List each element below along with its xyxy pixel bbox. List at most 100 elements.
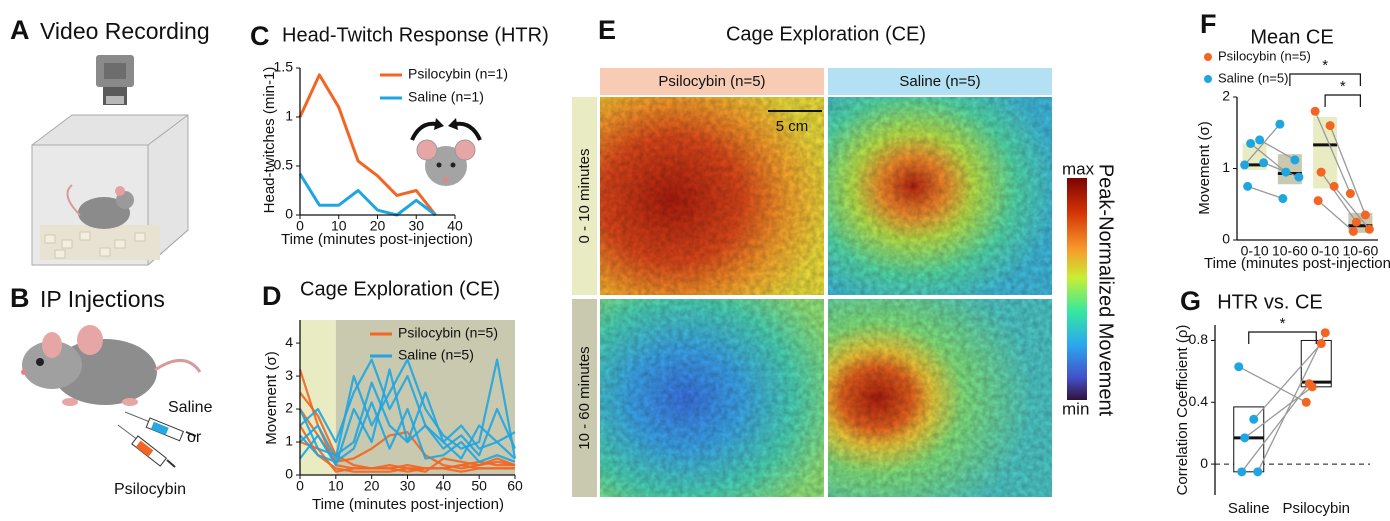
y-tick-label: 3 <box>285 367 293 383</box>
cage-illustration <box>32 115 188 265</box>
panel-letter: F <box>1200 9 1217 39</box>
data-point <box>1352 218 1361 227</box>
pair-line <box>1318 201 1353 232</box>
significance-bracket <box>1325 95 1360 107</box>
column-header: Saline (n=5) <box>899 73 980 90</box>
y-tick-label: 0.5 <box>274 157 294 173</box>
colorbar-label: Peak-Normalized Movement <box>1095 164 1117 417</box>
series-line <box>300 174 436 215</box>
injection-label: or <box>187 429 202 446</box>
chart-title: Cage Exploration (CE) <box>300 278 500 300</box>
data-point <box>1275 120 1284 129</box>
y-axis-label: Movement (σ) <box>263 351 280 444</box>
x-tick-label: Saline <box>1228 500 1270 516</box>
data-point <box>1253 467 1262 476</box>
y-tick-label: 4 <box>285 334 293 350</box>
x-tick-label: 10-60 <box>1342 243 1378 259</box>
pair-line <box>1248 186 1283 198</box>
data-point <box>1330 182 1339 191</box>
box <box>1301 340 1331 386</box>
x-tick-label: 30 <box>400 478 416 494</box>
data-point <box>1246 139 1255 148</box>
legend-swatch <box>1204 53 1212 61</box>
heatmap <box>600 299 824 497</box>
data-point <box>1365 225 1374 234</box>
heatmap <box>828 97 1052 295</box>
x-tick-label: 10 <box>328 478 344 494</box>
syringe-illustration <box>118 412 196 467</box>
figure: A Video Recording B IP Injections Saline… <box>0 0 1390 516</box>
y-tick-label: 2 <box>285 400 293 416</box>
panel-letter: C <box>250 21 270 51</box>
data-point <box>1317 168 1326 177</box>
data-point <box>1234 362 1243 371</box>
x-tick-label: 60 <box>507 478 523 494</box>
data-point <box>1294 173 1303 182</box>
panel-title: IP Injections <box>40 286 165 312</box>
x-tick-label: 0 <box>296 218 304 234</box>
legend-label: Saline (n=1) <box>408 89 484 105</box>
heatmap <box>828 299 1052 497</box>
column-header: Psilocybin (n=5) <box>658 73 765 90</box>
data-point <box>1243 182 1252 191</box>
data-point <box>1321 328 1330 337</box>
chart-title: Head-Twitch Response (HTR) <box>282 24 549 46</box>
y-tick-label: 1 <box>1222 159 1230 175</box>
data-point <box>1326 121 1335 130</box>
data-point <box>1346 189 1355 198</box>
y-axis-label: Movement (σ) <box>1196 121 1213 214</box>
x-tick-label: 30 <box>408 218 424 234</box>
pair-line <box>1258 333 1326 472</box>
x-tick-label: 0-10 <box>1311 243 1339 259</box>
y-tick-label: 0 <box>285 206 293 222</box>
row-header: 0 - 10 minutes <box>576 148 593 243</box>
colorbar-min: min <box>1062 399 1089 418</box>
data-point <box>1240 433 1249 442</box>
legend-label: Saline (n=5) <box>1218 70 1288 85</box>
injection-label: Psilocybin <box>114 481 186 498</box>
colorbar-max: max <box>1062 159 1095 178</box>
x-tick-label: 10-60 <box>1272 243 1308 259</box>
y-tick-label: 1 <box>285 108 293 124</box>
x-tick-label: 10 <box>331 218 347 234</box>
y-tick-label: 1 <box>285 433 293 449</box>
panel-title: Video Recording <box>40 18 210 44</box>
significance-label: * <box>1322 57 1328 74</box>
y-tick-label: 0 <box>1222 231 1230 247</box>
chart-title: HTR vs. CE <box>1217 291 1323 313</box>
significance-bracket <box>1290 74 1361 86</box>
data-point <box>1237 467 1246 476</box>
data-point <box>1290 155 1299 164</box>
x-tick-label: 20 <box>370 218 386 234</box>
panel-letter: G <box>1180 286 1201 316</box>
panel-title: Cage Exploration (CE) <box>726 23 926 45</box>
legend-label: Psilocybin (n=5) <box>398 325 498 341</box>
row-header: 10 - 60 minutes <box>576 346 593 449</box>
data-point <box>1259 158 1268 167</box>
x-tick-label: 40 <box>447 218 463 234</box>
x-tick-label: 20 <box>364 478 380 494</box>
data-point <box>1361 210 1370 219</box>
panel-letter: A <box>10 15 30 45</box>
mouse-illustration <box>21 325 200 406</box>
data-point <box>1281 168 1290 177</box>
y-axis-label: Correlation Coefficient (ρ) <box>1174 325 1191 496</box>
x-tick-label: 50 <box>471 478 487 494</box>
injection-label: Saline <box>168 399 213 416</box>
panel-letter: E <box>598 15 616 45</box>
significance-label: * <box>1340 78 1346 95</box>
y-tick-label: 0.4 <box>1189 393 1209 409</box>
y-tick-label: 0.8 <box>1189 331 1209 347</box>
panel-letter: D <box>262 281 282 311</box>
y-tick-label: 0 <box>285 466 293 482</box>
data-point <box>1278 194 1287 203</box>
y-axis-label: Head-twitches (min-1) <box>261 67 278 214</box>
legend-label: Saline (n=5) <box>398 347 474 363</box>
data-point <box>1317 339 1326 348</box>
significance-label: * <box>1280 315 1286 332</box>
x-axis-label: Time (minutes post-injection) <box>312 496 504 513</box>
chart-title: Mean CE <box>1250 26 1333 48</box>
data-point <box>1255 135 1264 144</box>
y-tick-label: 0 <box>1200 455 1208 471</box>
camera-illustration <box>96 55 134 105</box>
